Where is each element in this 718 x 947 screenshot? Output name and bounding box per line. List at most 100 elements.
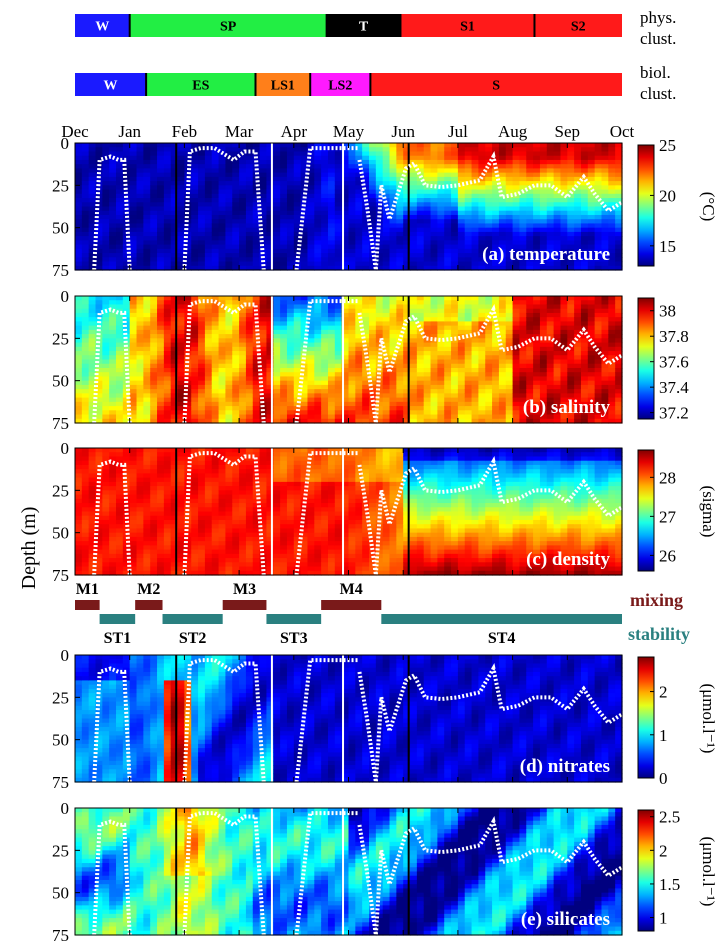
panel-0-colorbar — [637, 144, 655, 267]
mixing-stability-band: M1 M2 M3 M4 ST1 ST2 ST3 ST4 — [75, 581, 622, 647]
panel-1-mld-2 — [294, 299, 360, 424]
panel-0-mld-3 — [357, 150, 624, 271]
biol-segment-label-3: LS2 — [328, 79, 352, 94]
panel-4-ytick-label-2: 50 — [52, 884, 69, 903]
mixing-period-1 — [135, 600, 163, 610]
panel-3-mld-1 — [182, 658, 266, 783]
biol-segment-label-2: LS1 — [271, 79, 295, 94]
biol-segment-3 — [310, 73, 371, 96]
panel-2-ytick-label-3: 75 — [52, 566, 69, 585]
panel-3-ytick-label-2: 50 — [52, 731, 69, 750]
month-label-apr: Apr — [281, 122, 308, 141]
month-label-jan: Jan — [118, 122, 141, 141]
phys-segment-3 — [400, 14, 535, 37]
panel-0-label: (a) temperature — [482, 244, 610, 265]
biol-segment-4 — [370, 73, 622, 96]
panel-4-mld-2 — [294, 811, 360, 936]
panel-3-colorbar — [637, 656, 655, 779]
physical-cluster-bar: W SP T S1 S2 — [75, 14, 622, 37]
month-label-oct: Oct — [610, 122, 635, 141]
panel-4-ytick-label-0: 0 — [61, 799, 70, 818]
month-label-sep: Sep — [555, 122, 581, 141]
panel-1-ytick-label-0: 0 — [61, 287, 70, 306]
panel-4-mld-1 — [182, 811, 266, 936]
phys-label-2: clust. — [640, 29, 676, 48]
panel-3-cbtick-label-0: 2 — [659, 683, 668, 702]
panel-4-cbtick-label-2: 1.5 — [659, 875, 680, 894]
panel-0-cbtick-label-2: 15 — [659, 237, 676, 256]
panel-1: 0 25 50 75 (b) salinity 38 37.8 37.6 37.4 37.2 — [52, 287, 689, 433]
stability-period-2 — [266, 614, 322, 624]
phys-segment-4 — [534, 14, 622, 37]
panel-3-mld-3 — [357, 662, 624, 783]
panel-0-unit: (°C) — [699, 192, 718, 221]
phys-segment-label-0: W — [95, 20, 109, 35]
panel-1-cbtick-label-3: 37.4 — [659, 378, 689, 397]
biol-segment-2 — [255, 73, 311, 96]
panel-3: 0 25 50 75 (d) nitrates 2 1 0 (μmol.l⁻¹) — [52, 646, 718, 792]
mixing-period-3 — [321, 600, 382, 610]
panel-0: 0 25 50 75 (a) temperature 25 20 15 (°C) — [52, 134, 718, 280]
panel-3-ytick-label-0: 0 — [61, 646, 70, 665]
panel-4-unit: (μmol.l⁻¹) — [699, 837, 718, 907]
panel-2-cbtick-label-0: 28 — [659, 468, 676, 487]
panel-3-ytick-label-1: 25 — [52, 688, 69, 707]
panel-0-mld-2 — [294, 146, 360, 271]
panel-1-colorbar — [637, 297, 655, 420]
panel-2-ytick-label-2: 50 — [52, 524, 69, 543]
phys-segment-0 — [75, 14, 130, 37]
biol-segment-1 — [146, 73, 256, 96]
panel-2-mld-2 — [294, 451, 360, 576]
panel-3-cells — [75, 655, 623, 783]
phys-segment-label-2: T — [359, 20, 369, 35]
month-label-jun: Jun — [391, 122, 415, 141]
stability-label-1: ST2 — [179, 630, 207, 647]
biol-label-2: clust. — [640, 84, 676, 103]
panel-2-cells — [75, 448, 623, 576]
stability-label-3: ST4 — [488, 630, 516, 647]
panel-1-cbtick-label-4: 37.2 — [659, 404, 689, 423]
panel-4-label: (e) silicates — [521, 909, 610, 930]
panel-0-ytick-label-2: 50 — [52, 219, 69, 238]
panel-2-ytick-label-1: 25 — [52, 481, 69, 500]
panel-0-cbtick-label-1: 20 — [659, 186, 676, 205]
panel-1-cbtick-label-2: 37.6 — [659, 353, 689, 372]
month-label-mar: Mar — [225, 122, 254, 141]
panel-0-ytick-label-1: 25 — [52, 176, 69, 195]
panel-0-cbtick-label-0: 25 — [659, 136, 676, 155]
panel-0-ytick-label-0: 0 — [61, 134, 70, 153]
panel-2-colorbar — [637, 449, 655, 572]
panel-1-ytick-label-3: 75 — [52, 414, 69, 433]
panel-4-cbtick-label-0: 2.5 — [659, 808, 680, 827]
panel-2-cbtick-label-1: 27 — [659, 507, 677, 526]
mixing-period-2 — [222, 600, 267, 610]
panel-2: 0 25 50 75 (c) density 28 27 26 (sigma) — [52, 439, 718, 585]
month-label-may: May — [333, 122, 365, 141]
mixing-label-3: M4 — [340, 581, 363, 598]
panel-2-mld-1 — [182, 451, 266, 576]
panel-0-mld-1 — [182, 146, 266, 271]
panel-2-ytick-label-0: 0 — [61, 439, 70, 458]
panel-1-cbtick-label-1: 37.8 — [659, 327, 689, 346]
panel-4-ytick-label-1: 25 — [52, 841, 69, 860]
panel-4-cbtick-label-3: 1 — [659, 909, 668, 928]
panel-1-ytick-label-2: 50 — [52, 372, 69, 391]
panel-4: 0 25 50 75 (e) silicates 2.5 2 1.5 1 (μmol.l⁻¹) — [52, 799, 718, 945]
panel-1-mld-3 — [357, 303, 624, 424]
mixing-label-1: M2 — [137, 581, 160, 598]
panel-3-cbtick-label-2: 0 — [659, 769, 668, 788]
panel-1-cbtick-label-0: 38 — [659, 302, 676, 321]
stability-label-2: ST3 — [280, 630, 308, 647]
mixing-label: mixing — [630, 590, 683, 610]
panel-2-unit: (sigma) — [699, 486, 718, 538]
panel-3-mld-2 — [294, 658, 360, 783]
phys-segment-label-1: SP — [220, 20, 237, 35]
phys-segment-label-3: S1 — [460, 20, 475, 35]
stability-label: stability — [628, 624, 690, 644]
panel-1-ytick-label-1: 25 — [52, 329, 69, 348]
panel-0-ytick-label-3: 75 — [52, 261, 69, 280]
panel-3-cbtick-label-1: 1 — [659, 726, 668, 745]
panel-1-mld-1 — [182, 299, 266, 424]
